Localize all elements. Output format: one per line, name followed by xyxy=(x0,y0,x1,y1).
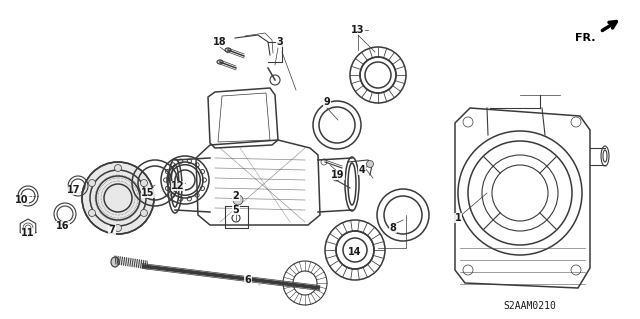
Text: 18: 18 xyxy=(213,37,227,47)
Text: 12: 12 xyxy=(172,181,185,191)
Text: 6: 6 xyxy=(244,275,252,285)
Text: 16: 16 xyxy=(56,221,70,231)
Text: 3: 3 xyxy=(276,37,284,47)
Text: 19: 19 xyxy=(332,170,345,180)
Circle shape xyxy=(82,162,154,234)
Circle shape xyxy=(115,225,122,232)
Text: 17: 17 xyxy=(67,185,81,195)
Ellipse shape xyxy=(225,48,231,52)
Circle shape xyxy=(115,165,122,172)
Circle shape xyxy=(141,210,147,217)
Circle shape xyxy=(141,180,147,187)
Circle shape xyxy=(233,195,243,205)
Text: 7: 7 xyxy=(109,225,115,235)
Text: 8: 8 xyxy=(390,223,396,233)
Text: 13: 13 xyxy=(351,25,365,35)
Circle shape xyxy=(367,160,374,167)
Circle shape xyxy=(88,210,95,217)
Circle shape xyxy=(88,180,95,187)
Text: 11: 11 xyxy=(21,228,35,238)
Text: 1: 1 xyxy=(454,213,461,223)
Text: 10: 10 xyxy=(15,195,29,205)
Text: 15: 15 xyxy=(141,188,155,198)
Text: 14: 14 xyxy=(348,247,362,257)
Ellipse shape xyxy=(111,257,119,267)
Text: 4: 4 xyxy=(358,165,365,175)
Text: FR.: FR. xyxy=(575,33,596,43)
Ellipse shape xyxy=(217,60,223,64)
Text: 2: 2 xyxy=(232,191,239,201)
Text: 9: 9 xyxy=(324,97,330,107)
Text: S2AAM0210: S2AAM0210 xyxy=(504,301,556,311)
Text: 5: 5 xyxy=(232,205,239,215)
